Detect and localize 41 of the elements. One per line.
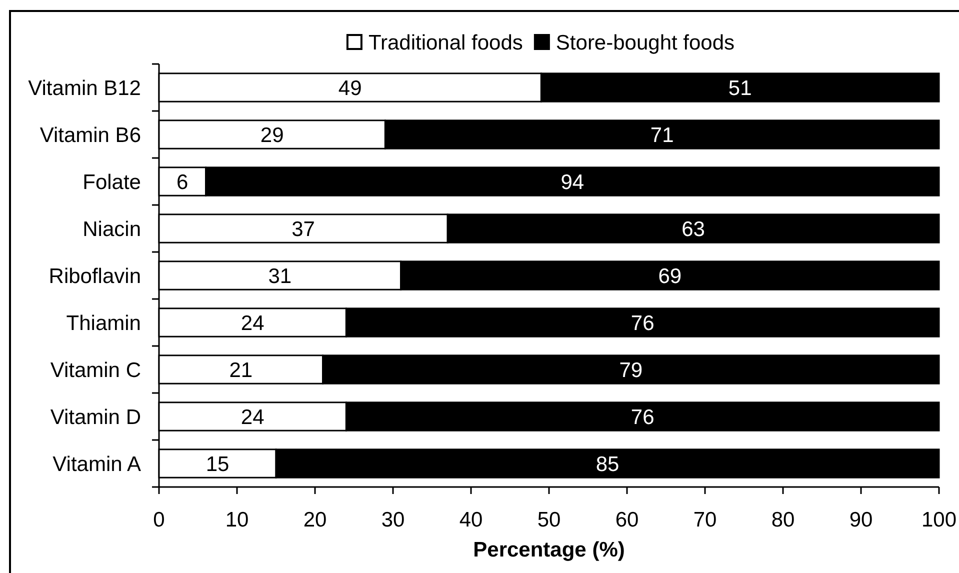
data-label: 79 (619, 358, 643, 382)
data-label: 24 (240, 406, 265, 429)
x-tick-label: 50 (537, 508, 561, 532)
y-tick-label: Vitamin C (50, 358, 141, 382)
x-axis-title: Percentage (%) (473, 538, 625, 562)
data-label: 51 (728, 76, 752, 100)
data-label: 63 (682, 218, 705, 241)
x-tick-label: 60 (615, 508, 639, 532)
x-tick-label: 30 (381, 508, 405, 532)
legend-label: Store-bought foods (556, 31, 735, 54)
x-tick-label: 70 (693, 508, 717, 532)
y-tick-label: Vitamin B6 (40, 124, 141, 147)
data-label: 76 (630, 312, 654, 335)
data-label: 69 (658, 264, 682, 288)
x-tick-label: 20 (303, 508, 327, 532)
data-label: 31 (268, 264, 292, 288)
data-label: 37 (292, 218, 315, 241)
y-tick-label: Vitamin B12 (28, 76, 141, 100)
x-tick-label: 0 (153, 508, 165, 532)
y-tick-label: Vitamin A (52, 452, 141, 476)
data-label: 6 (176, 170, 188, 194)
y-tick-label: Folate (82, 170, 141, 194)
legend-label: Traditional foods (368, 31, 523, 54)
y-tick-label: Niacin (82, 218, 141, 241)
x-tick-label: 100 (921, 508, 957, 532)
data-label: 76 (630, 406, 654, 429)
data-label: 49 (338, 76, 362, 100)
x-tick-label: 90 (849, 508, 873, 532)
x-tick-label: 40 (459, 508, 483, 532)
data-label: 21 (229, 358, 253, 382)
data-label: 15 (206, 452, 230, 476)
data-label: 71 (650, 124, 674, 147)
x-tick-label: 10 (225, 508, 249, 532)
y-tick-label: Thiamin (66, 312, 141, 335)
data-label: 94 (560, 170, 584, 194)
data-label: 85 (596, 452, 620, 476)
y-tick-label: Vitamin D (50, 406, 141, 429)
y-tick-label: Riboflavin (48, 264, 141, 288)
data-label: 29 (260, 124, 284, 147)
data-label: 24 (240, 312, 265, 335)
x-tick-label: 80 (771, 508, 795, 532)
